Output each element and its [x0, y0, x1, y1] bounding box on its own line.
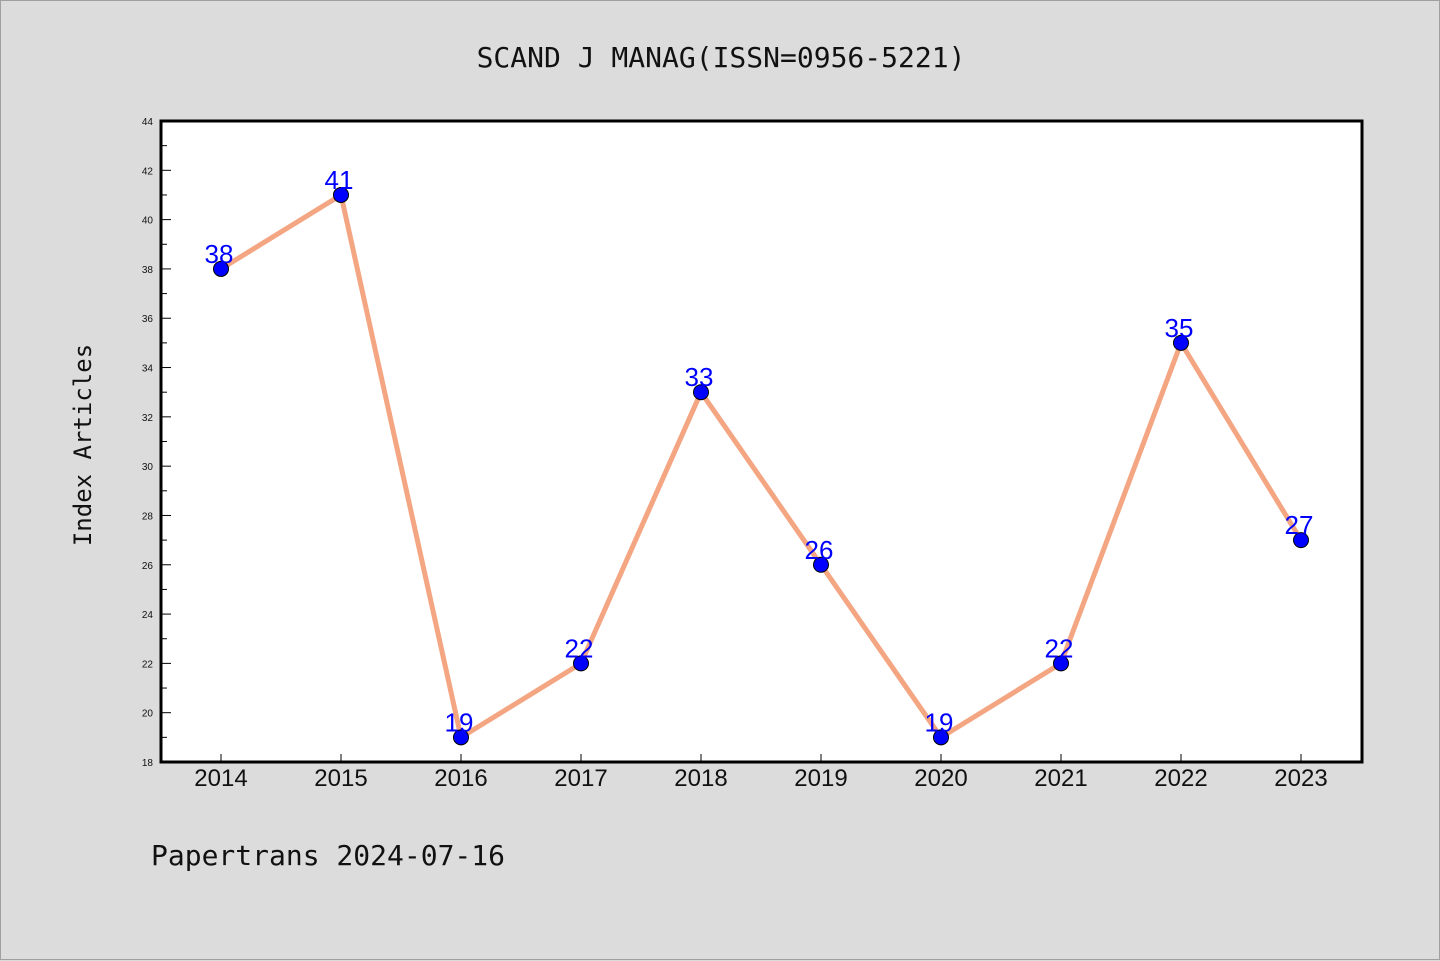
x-tick-label: 2016 [434, 765, 487, 792]
data-point [453, 729, 469, 746]
footer-text: Papertrans 2024-07-16 [151, 839, 505, 872]
data-label: 27 [1285, 510, 1314, 540]
x-tick-label: 2019 [794, 765, 847, 792]
data-point [933, 729, 949, 746]
data-point [333, 186, 349, 203]
series-line-group [219, 192, 1304, 740]
data-point [213, 260, 229, 277]
series-line [219, 192, 1304, 740]
data-label: 26 [805, 535, 834, 565]
x-tick-label: 2017 [554, 765, 607, 792]
data-label: 19 [925, 707, 954, 737]
y-tick-label: 32 [142, 413, 154, 424]
x-tick-label: 2018 [674, 765, 727, 792]
data-label: 22 [1045, 633, 1074, 663]
y-tick-label: 18 [142, 758, 154, 769]
data-label: 19 [445, 707, 474, 737]
y-tick-label: 22 [142, 659, 154, 670]
data-label: 38 [205, 239, 234, 269]
x-tick-label: 2020 [914, 765, 967, 792]
y-tick-label: 34 [142, 364, 154, 375]
data-points [213, 186, 1309, 746]
data-point [573, 655, 589, 672]
x-tick-label: 2015 [314, 765, 367, 792]
y-tick-label: 40 [142, 216, 154, 227]
data-point [693, 384, 709, 401]
chart-title: SCAND J MANAG(ISSN=0956-5221) [477, 41, 966, 74]
y-tick-label: 26 [142, 561, 154, 572]
data-label: 22 [565, 633, 594, 663]
y-tick-label: 30 [142, 462, 154, 473]
data-point [813, 556, 829, 573]
data-label: 41 [325, 165, 354, 195]
x-tick-label: 2021 [1034, 765, 1087, 792]
x-tick-label: 2022 [1154, 765, 1207, 792]
y-axis-label: Index Articles [69, 344, 97, 546]
x-tick-label: 2023 [1274, 765, 1327, 792]
plot-area [159, 119, 1364, 764]
y-tick-label: 28 [142, 511, 154, 522]
data-label: 33 [685, 362, 714, 392]
y-tick-label: 42 [142, 166, 154, 177]
data-label: 35 [1165, 313, 1194, 343]
y-axis-ticks: 18 20 22 24 26 28 30 32 34 36 38 40 42 44 [142, 117, 171, 769]
data-point [1053, 655, 1069, 672]
x-tick-label: 2014 [194, 765, 247, 792]
y-tick-label: 44 [142, 117, 154, 128]
y-tick-label: 20 [142, 709, 154, 720]
data-point [1293, 532, 1309, 549]
y-tick-label: 24 [142, 610, 154, 621]
x-axis-ticks: 2014 2015 2016 2017 2018 2019 2020 2021 2022 2023 [194, 754, 1328, 792]
data-labels: 38 41 19 22 33 26 19 22 35 27 [205, 165, 1314, 737]
data-point [1173, 334, 1189, 351]
y-tick-label: 38 [142, 265, 154, 276]
y-tick-label: 36 [142, 314, 154, 325]
